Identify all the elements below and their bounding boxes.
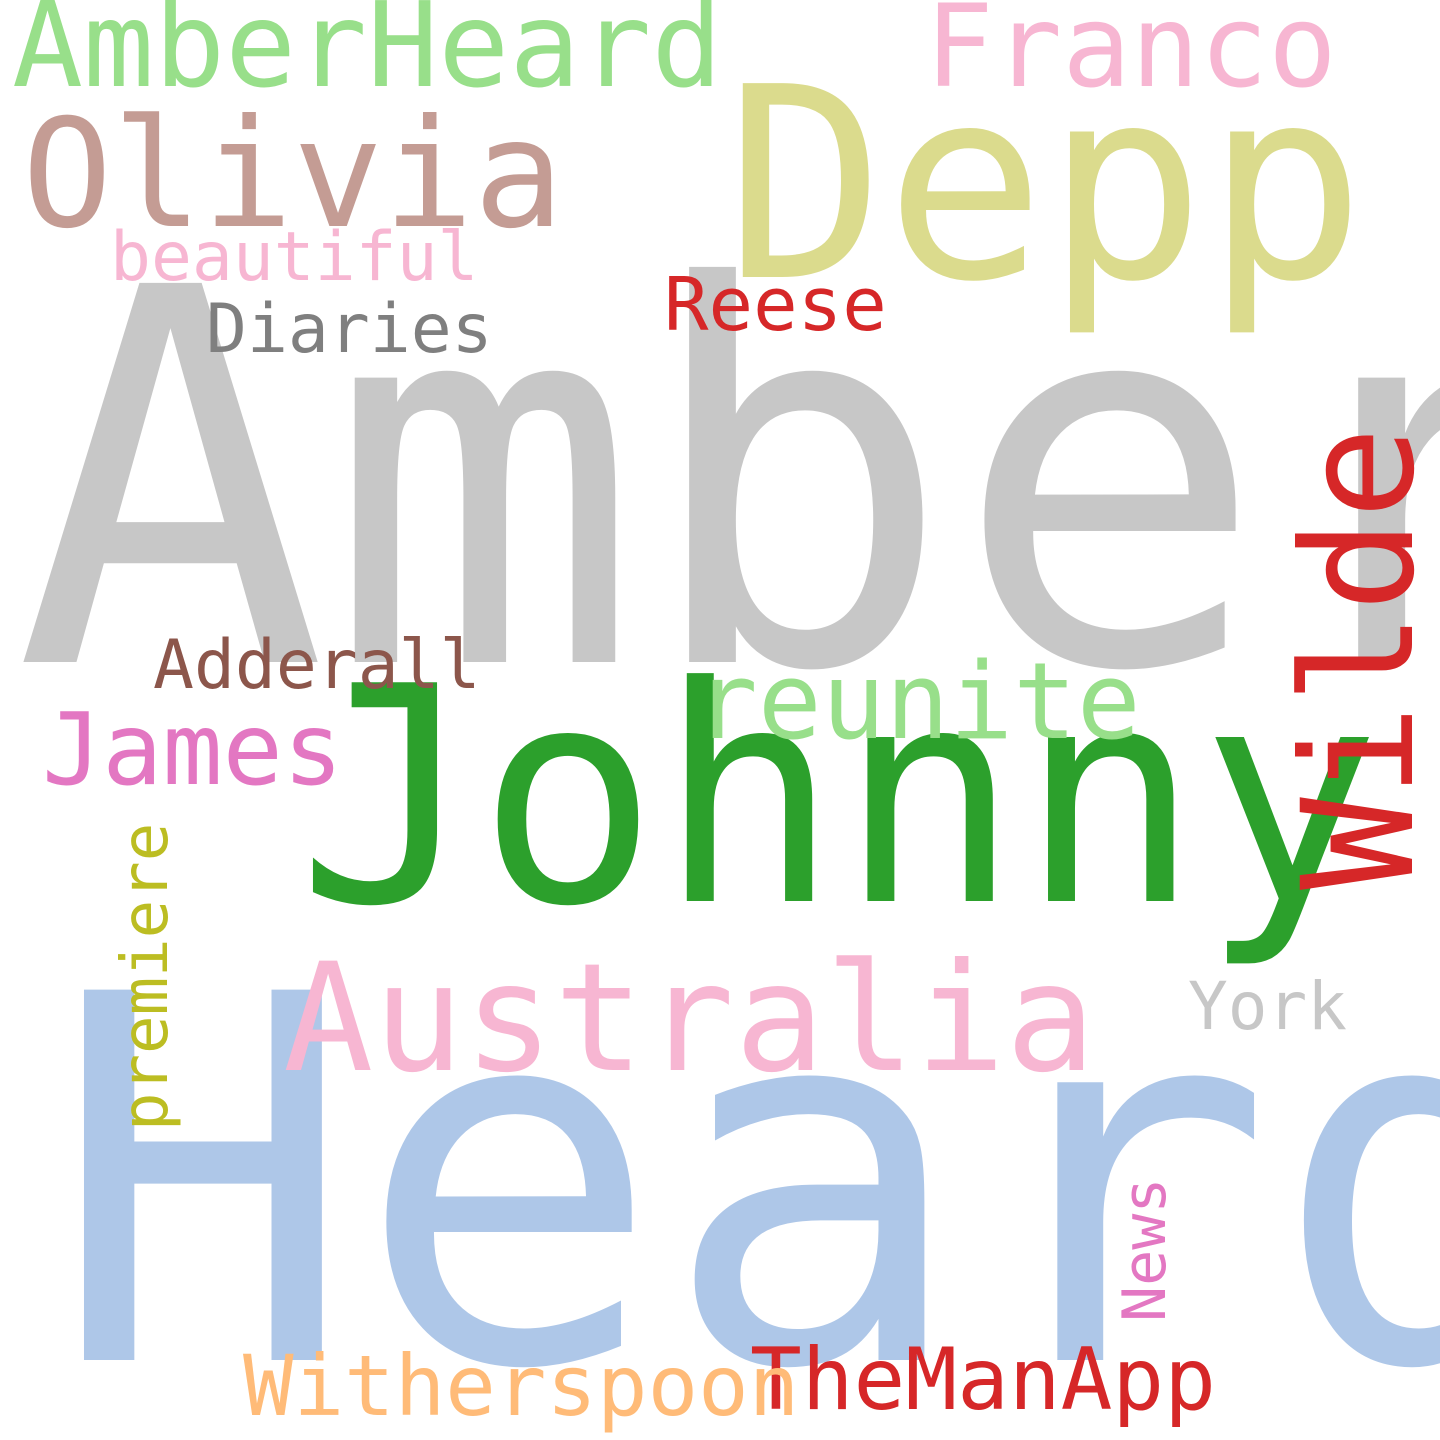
word-premiere: premiere	[109, 822, 183, 1131]
word-witherspoon: Witherspoon	[243, 1337, 800, 1435]
word-olivia: Olivia	[22, 88, 564, 262]
word-australia: Australia	[283, 932, 1096, 1106]
word-amberheard: AmberHeard	[12, 0, 723, 114]
word-beautiful: beautiful	[110, 218, 479, 297]
word-reese: Reese	[664, 262, 887, 348]
word-james: James	[42, 691, 344, 808]
word-depp: Depp	[725, 30, 1366, 340]
word-johnny: Johnny	[297, 623, 1381, 972]
word-york: York	[1188, 968, 1347, 1045]
word-amber: Amber	[14, 179, 1440, 785]
word-reunite: reunite	[694, 640, 1141, 763]
word-adderall: Adderall	[153, 626, 481, 705]
word-franco: Franco	[925, 0, 1337, 113]
word-themanapp: TheManApp	[750, 1330, 1216, 1430]
word-news: News	[1110, 1177, 1180, 1323]
word-heard: Heard	[50, 888, 1440, 1440]
word-diaries: Diaries	[206, 290, 493, 369]
word-wilde: Wilde	[1270, 426, 1440, 890]
